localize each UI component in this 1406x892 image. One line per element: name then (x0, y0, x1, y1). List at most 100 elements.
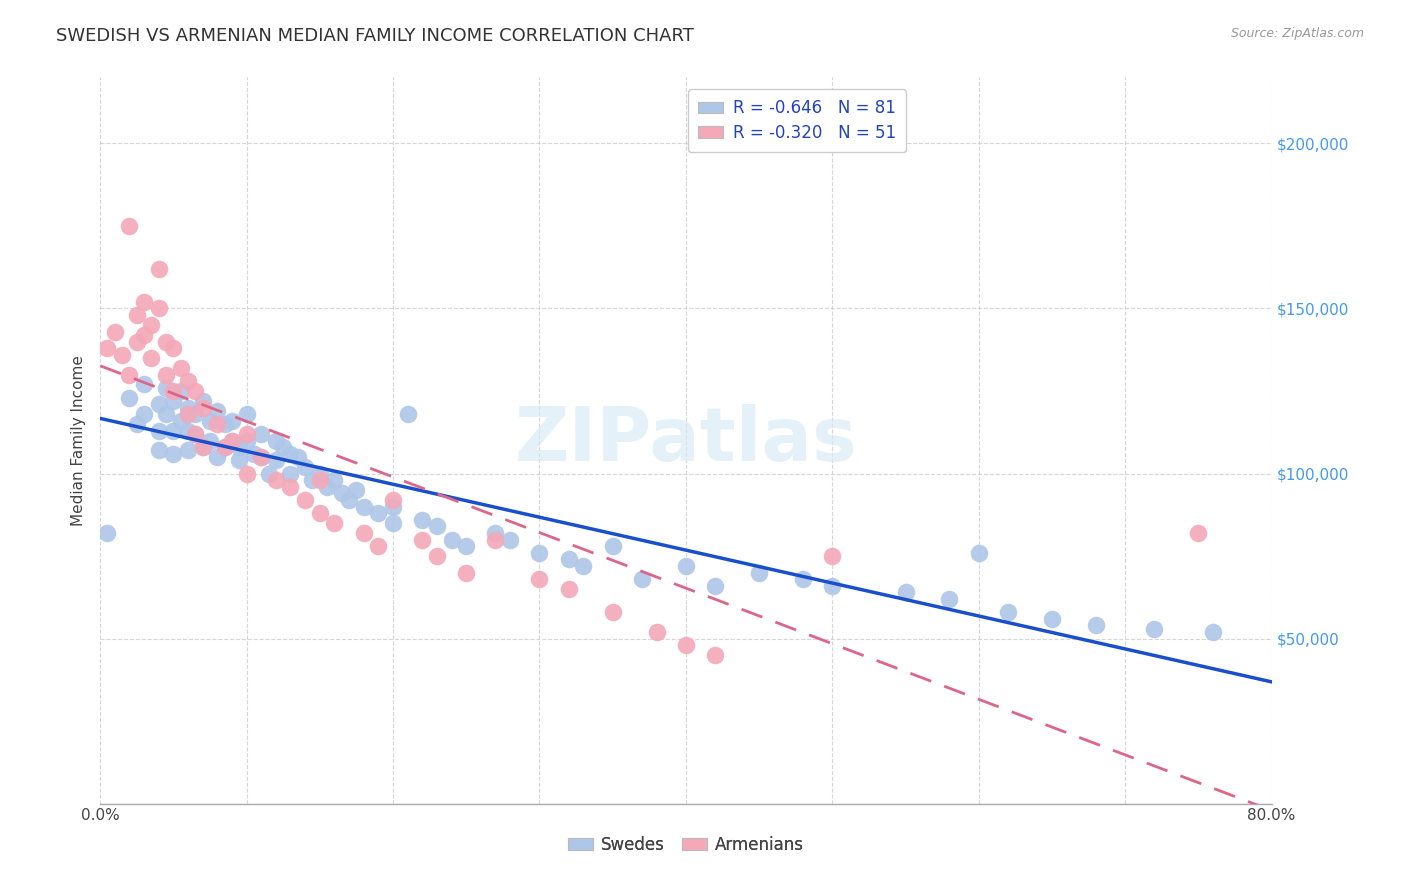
Point (257, 467, 280, 481)
Point (198, 434, 221, 448)
Point (104, 325, 127, 339)
Point (280, 467, 302, 481)
Point (704, 579, 727, 593)
Point (148, 301, 170, 316)
Point (557, 552, 579, 566)
Point (344, 483, 367, 497)
Point (396, 407, 419, 421)
Point (214, 440, 236, 454)
Point (330, 486, 353, 500)
Point (148, 261, 170, 276)
Point (499, 533, 522, 547)
Text: Source: ZipAtlas.com: Source: ZipAtlas.com (1230, 27, 1364, 40)
Point (243, 447, 266, 461)
Point (382, 492, 405, 507)
Point (169, 384, 191, 398)
Point (132, 407, 155, 421)
Point (228, 453, 250, 467)
Point (484, 525, 506, 540)
Point (177, 424, 200, 438)
Point (214, 440, 236, 454)
Point (221, 434, 243, 448)
Point (125, 308, 148, 322)
Point (894, 585, 917, 599)
Legend: Swedes, Armenians: Swedes, Armenians (561, 830, 811, 861)
Point (704, 648, 727, 662)
Point (557, 582, 579, 596)
Point (675, 638, 697, 652)
Point (191, 401, 214, 415)
Point (938, 591, 960, 606)
Text: ZIPatlas: ZIPatlas (515, 404, 858, 477)
Point (235, 407, 257, 421)
Point (264, 434, 287, 448)
Point (184, 384, 207, 398)
Point (111, 348, 134, 362)
Point (748, 566, 770, 580)
Point (235, 434, 257, 448)
Point (118, 219, 141, 233)
Point (967, 546, 990, 560)
Point (148, 424, 170, 438)
Point (572, 558, 595, 573)
Point (316, 480, 339, 494)
Y-axis label: Median Family Income: Median Family Income (72, 355, 86, 526)
Point (1187, 525, 1209, 540)
Point (235, 467, 257, 481)
Point (294, 459, 316, 474)
Point (191, 393, 214, 408)
Point (155, 334, 177, 349)
Point (1202, 624, 1225, 639)
Point (997, 605, 1019, 619)
Point (162, 447, 184, 461)
Point (323, 473, 346, 487)
Point (353, 525, 375, 540)
Point (602, 539, 624, 553)
Point (426, 549, 449, 563)
Point (264, 473, 287, 487)
Point (250, 450, 273, 464)
Point (821, 549, 844, 563)
Point (207, 450, 229, 464)
Point (177, 374, 200, 388)
Point (228, 440, 250, 454)
Point (191, 440, 214, 454)
Point (118, 368, 141, 382)
Point (294, 492, 316, 507)
Point (191, 440, 214, 454)
Point (177, 407, 200, 421)
Point (456, 566, 478, 580)
Point (96, 525, 118, 540)
Point (207, 417, 229, 431)
Point (169, 360, 191, 375)
Point (141, 351, 163, 365)
Point (1084, 618, 1107, 632)
Point (155, 407, 177, 421)
Point (280, 480, 302, 494)
Point (125, 334, 148, 349)
Point (162, 393, 184, 408)
Point (148, 397, 170, 411)
Point (529, 572, 551, 586)
Point (1143, 622, 1166, 636)
Point (162, 341, 184, 355)
Point (271, 440, 294, 454)
Point (214, 417, 236, 431)
Point (529, 546, 551, 560)
Point (250, 450, 273, 464)
Point (426, 519, 449, 533)
Point (456, 539, 478, 553)
Point (287, 450, 309, 464)
Point (821, 579, 844, 593)
Point (631, 572, 654, 586)
Point (411, 513, 433, 527)
Point (141, 318, 163, 332)
Point (440, 533, 463, 547)
Point (367, 506, 389, 520)
Point (382, 500, 405, 514)
Point (207, 404, 229, 418)
Point (221, 434, 243, 448)
Point (162, 384, 184, 398)
Point (280, 447, 302, 461)
Point (308, 467, 330, 481)
